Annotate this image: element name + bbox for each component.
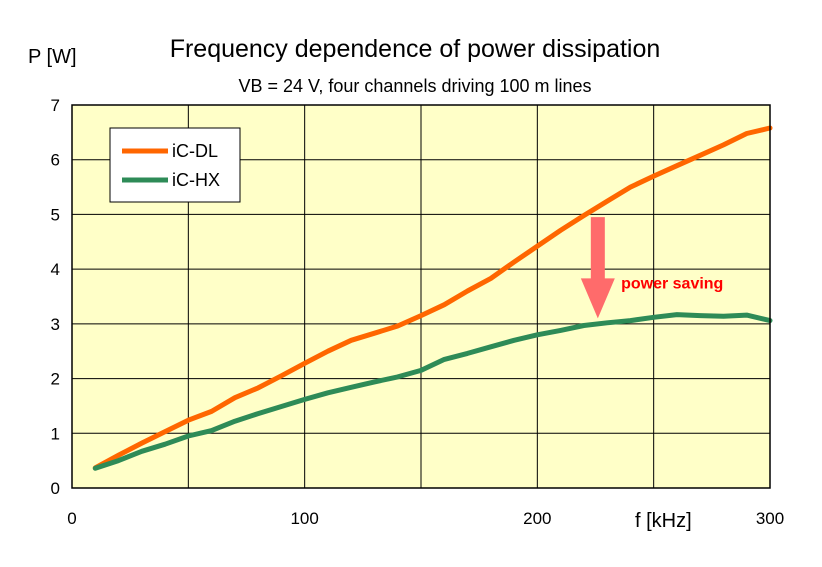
chart-subtitle: VB = 24 V, four channels driving 100 m l… (238, 76, 591, 96)
legend: iC-DL iC-HX (109, 127, 241, 203)
y-tick-label: 1 (51, 424, 60, 443)
y-tick-label: 2 (51, 370, 60, 389)
y-tick-label: 7 (51, 96, 60, 115)
x-tick-labels: 0 100 200 300 (67, 509, 784, 528)
legend-label-ic-dl: iC-DL (172, 141, 218, 161)
x-tick-label: 300 (756, 509, 784, 528)
series-line-ic-hx (92, 312, 773, 471)
legend-box (109, 127, 241, 203)
y-tick-label: 3 (51, 315, 60, 334)
plot-border (71, 104, 771, 489)
y-tick-label: 5 (51, 205, 60, 224)
y-tick-label: 0 (51, 479, 60, 498)
x-tick-label: 100 (290, 509, 318, 528)
chart-title: Frequency dependence of power dissipatio… (170, 35, 661, 63)
y-tick-label: 6 (51, 151, 60, 170)
x-tick-label: 0 (67, 509, 76, 528)
y-axis-label: P [W] (28, 46, 77, 68)
series-line-ic-dl (92, 125, 773, 471)
legend-label-ic-hx: iC-HX (172, 170, 220, 190)
x-tick-label: 200 (523, 509, 551, 528)
x-axis-label: f [kHz] (635, 510, 692, 532)
series-lines (92, 125, 773, 471)
power-saving-annotation: power saving (580, 217, 723, 319)
power-saving-label: power saving (621, 275, 723, 292)
y-tick-label: 4 (51, 260, 60, 279)
y-tick-labels: 0 1 2 3 4 5 6 7 (51, 96, 60, 498)
power-saving-arrow (580, 217, 615, 319)
